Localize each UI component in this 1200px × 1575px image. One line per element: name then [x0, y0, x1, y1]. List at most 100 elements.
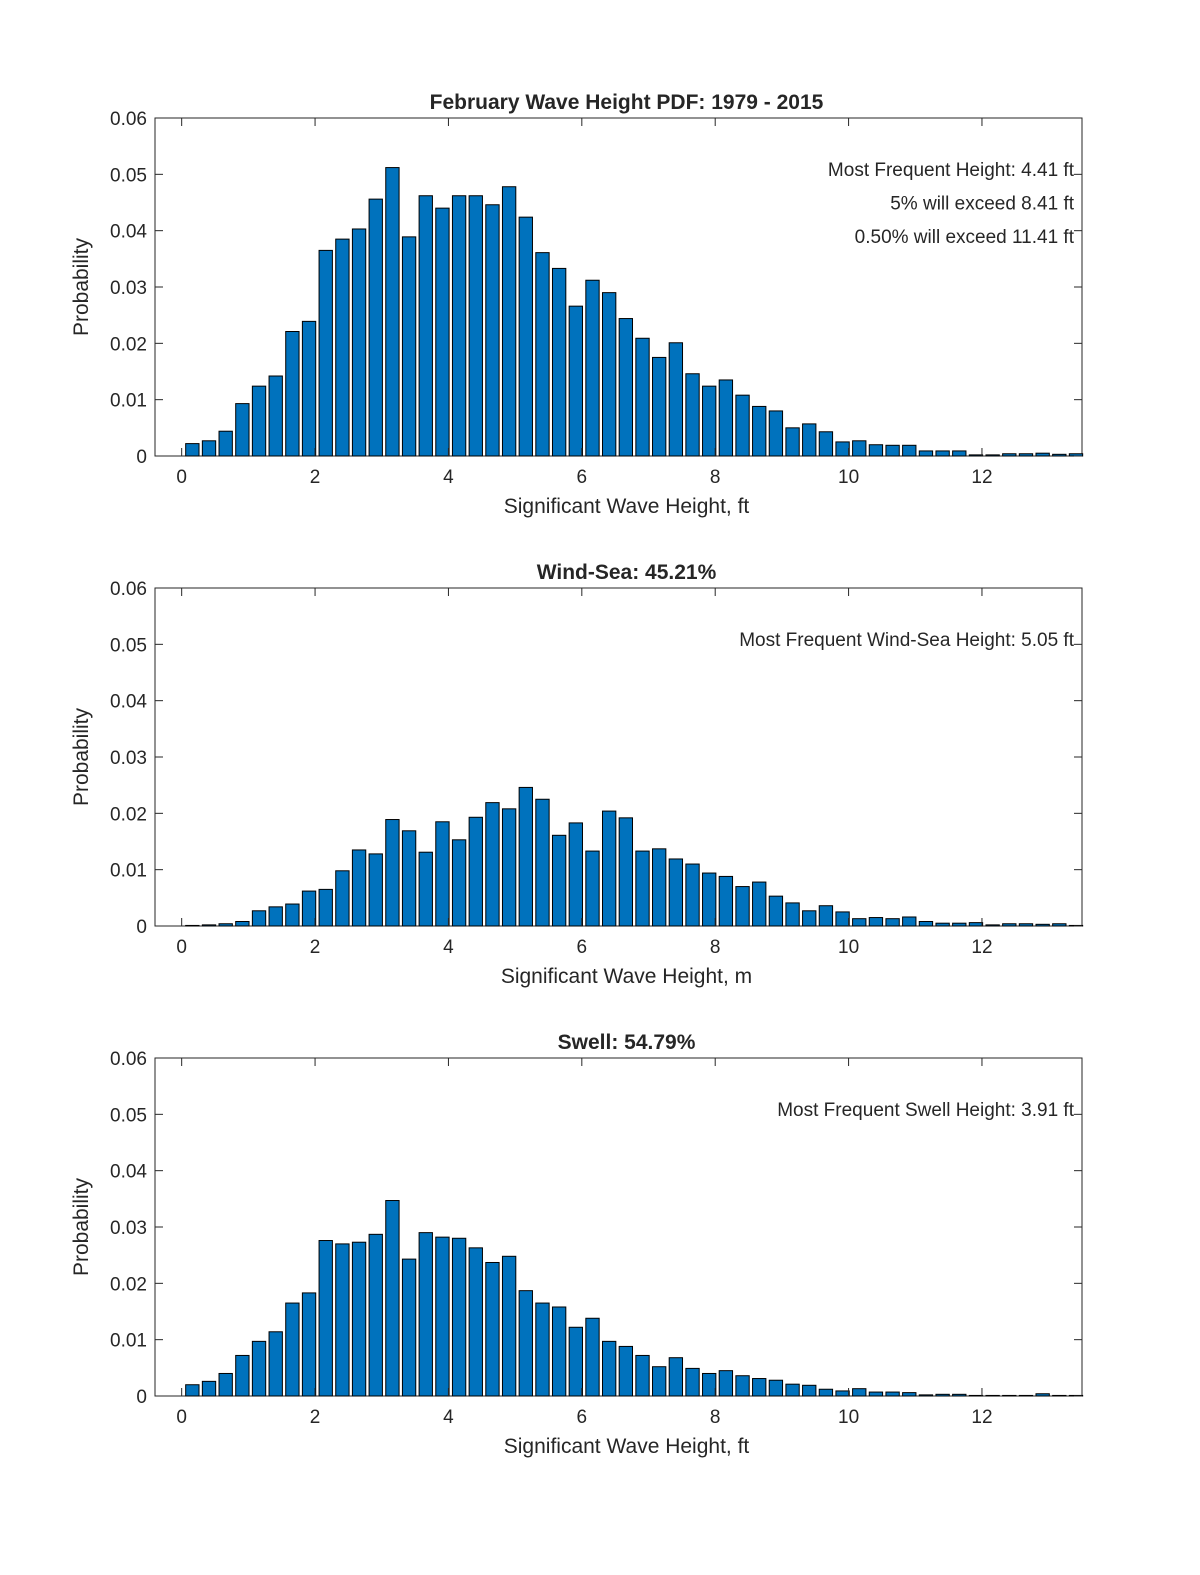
bar — [235, 1354, 250, 1397]
bar — [601, 292, 617, 457]
bar — [301, 320, 317, 457]
bar — [301, 890, 317, 927]
bar — [802, 910, 817, 927]
bar — [485, 802, 500, 927]
y-tick-label: 0.01 — [110, 861, 147, 882]
bar — [702, 1372, 717, 1397]
bar — [902, 916, 917, 927]
bar — [418, 195, 433, 457]
bar — [351, 849, 367, 927]
x-tick-label: 6 — [577, 1407, 588, 1428]
bar — [485, 204, 500, 457]
x-tick-label: 10 — [838, 467, 859, 488]
bar — [435, 821, 450, 927]
bar — [635, 850, 650, 927]
bar — [318, 888, 333, 927]
y-axis-label: Probability — [70, 237, 93, 336]
x-tick-label: 2 — [310, 937, 321, 958]
bar — [268, 906, 283, 927]
y-tick-label: 0.06 — [110, 1049, 147, 1070]
bar — [201, 440, 217, 457]
bar — [568, 1326, 583, 1397]
bar — [551, 267, 567, 457]
bar — [902, 1392, 917, 1397]
chart-title: Swell: 54.79% — [558, 1031, 696, 1054]
bar — [935, 1393, 950, 1397]
x-tick-label: 0 — [176, 1407, 187, 1428]
bar — [785, 902, 800, 927]
bar — [835, 911, 850, 927]
annotation-text: 5% will exceed 8.41 ft — [890, 194, 1074, 215]
x-axis-label: Significant Wave Height, m — [501, 965, 752, 988]
bar — [518, 1290, 533, 1397]
bar — [251, 910, 267, 927]
x-axis-label: Significant Wave Height, ft — [504, 1435, 750, 1458]
bar — [501, 186, 517, 457]
y-tick-label: 0.01 — [110, 1331, 147, 1352]
bar — [318, 249, 333, 457]
bar — [985, 1394, 1000, 1397]
bar — [918, 920, 934, 927]
bar — [468, 1247, 483, 1397]
bar — [668, 342, 684, 457]
bar — [618, 1345, 634, 1397]
bar — [702, 872, 717, 927]
bar — [968, 922, 984, 927]
bar — [785, 1383, 800, 1397]
y-tick-label: 0.05 — [110, 1105, 147, 1126]
bar — [251, 1340, 267, 1397]
bar — [1018, 923, 1034, 927]
bar — [218, 923, 233, 927]
bar — [852, 918, 867, 927]
bar — [718, 379, 734, 457]
bar — [752, 1378, 767, 1397]
bar — [235, 403, 250, 457]
x-tick-label: 10 — [838, 1407, 859, 1428]
bar — [285, 331, 300, 457]
annotation-text: Most Frequent Swell Height: 3.91 ft — [777, 1100, 1074, 1121]
bar — [618, 318, 634, 457]
bar — [551, 834, 567, 927]
bar — [652, 356, 667, 457]
x-tick-label: 8 — [710, 467, 721, 488]
bar — [718, 1370, 734, 1397]
bar — [401, 1258, 417, 1397]
bar — [451, 195, 467, 457]
x-tick-label: 10 — [838, 937, 859, 958]
bar — [885, 444, 900, 457]
bar — [768, 895, 784, 927]
bar — [185, 443, 200, 457]
bar — [201, 1380, 217, 1397]
bar — [635, 337, 650, 457]
bar — [752, 881, 767, 927]
bar — [685, 373, 700, 457]
bar — [468, 816, 483, 927]
y-tick-label: 0.03 — [110, 278, 147, 299]
bar — [351, 228, 367, 457]
bar — [985, 454, 1000, 457]
y-tick-label: 0.04 — [110, 1162, 147, 1183]
bar — [585, 279, 600, 457]
bar — [885, 918, 900, 927]
y-tick-label: 0 — [136, 917, 147, 938]
bar — [535, 1302, 550, 1397]
bar — [802, 423, 817, 457]
bar — [818, 1388, 834, 1397]
bar — [952, 450, 967, 457]
y-tick-label: 0.04 — [110, 692, 147, 713]
bar — [968, 1394, 984, 1397]
bar — [568, 822, 583, 927]
bar — [351, 1241, 367, 1397]
bar — [451, 1237, 467, 1397]
bar — [668, 858, 684, 927]
y-tick-label: 0.06 — [110, 579, 147, 600]
bar — [435, 207, 450, 457]
bar — [568, 305, 583, 457]
bar — [652, 1366, 667, 1397]
bar — [1018, 1394, 1034, 1397]
x-tick-label: 12 — [971, 467, 992, 488]
bar — [868, 444, 884, 457]
y-tick-label: 0.01 — [110, 391, 147, 412]
y-tick-label: 0 — [136, 1387, 147, 1408]
